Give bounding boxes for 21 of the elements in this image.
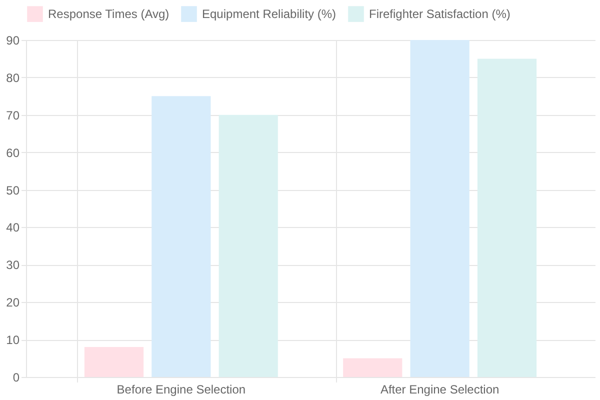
x-tick-label: After Engine Selection — [380, 382, 500, 396]
legend-label: Firefighter Satisfaction (%) — [369, 7, 510, 22]
legend-label: Response Times (Avg) — [48, 7, 170, 22]
legend-label: Equipment Reliability (%) — [202, 7, 336, 22]
y-tick-label: 40 — [6, 220, 20, 235]
bar — [152, 96, 211, 377]
y-tick-label: 90 — [6, 34, 20, 48]
bar — [477, 58, 537, 377]
bar — [84, 347, 144, 377]
bar — [218, 114, 278, 377]
x-tick-label: Before Engine Selection — [116, 382, 246, 396]
y-tick-label: 60 — [6, 146, 20, 160]
y-tick-label: 30 — [6, 258, 20, 272]
bar — [343, 358, 402, 377]
y-tick-label: 50 — [6, 183, 20, 198]
y-tick-label: 80 — [6, 70, 20, 85]
y-tick-label: 10 — [6, 333, 20, 348]
y-tick-label: 20 — [6, 296, 20, 310]
bar — [410, 40, 470, 377]
y-tick-label: 0 — [12, 370, 20, 384]
y-tick-label: 70 — [6, 108, 20, 122]
